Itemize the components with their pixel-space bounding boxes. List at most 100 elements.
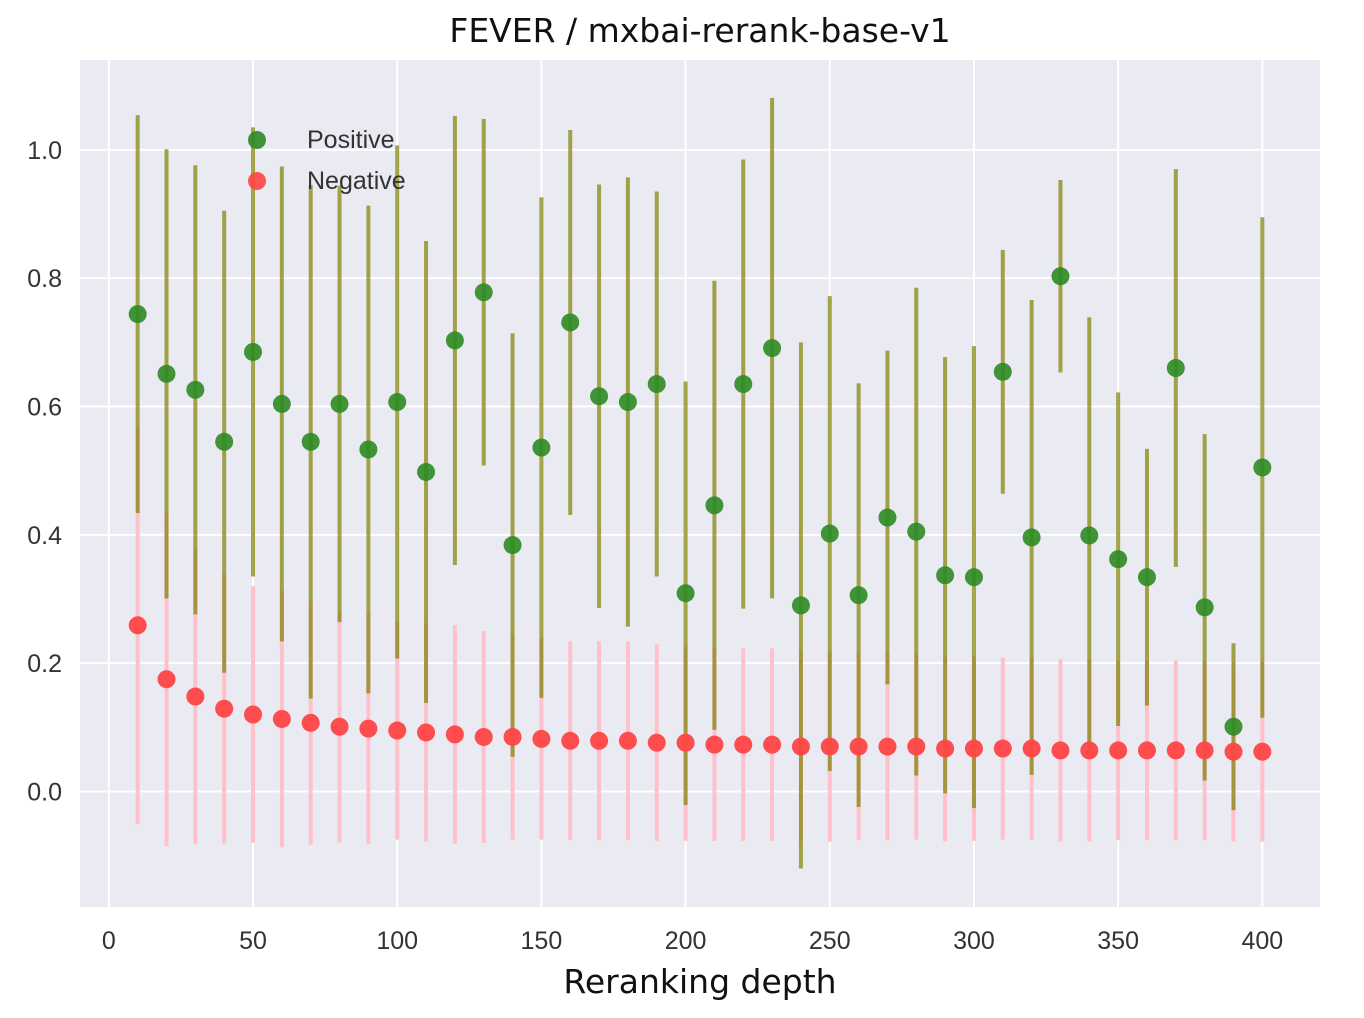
data-marks (128, 97, 1272, 869)
positive-point (1195, 598, 1214, 617)
positive-point (791, 596, 810, 615)
y-tick-labels: 0.0 0.2 0.4 0.6 0.8 1.0 (27, 137, 62, 807)
x-tick-label: 400 (1241, 927, 1283, 955)
negative-point (445, 725, 464, 744)
positive-point (215, 432, 234, 451)
negative-point (618, 731, 637, 750)
legend-marker-negative (248, 172, 266, 190)
positive-point (907, 522, 926, 541)
positive-point (128, 305, 147, 324)
negative-point (359, 719, 378, 738)
negative-point (215, 699, 234, 718)
x-tick-label: 250 (809, 927, 851, 955)
negative-point (1224, 742, 1243, 761)
negative-point (417, 723, 436, 742)
negative-point (1166, 741, 1185, 760)
y-tick-label: 0.4 (27, 522, 62, 550)
negative-point (272, 709, 291, 728)
negative-point (157, 670, 176, 689)
y-tick-label: 0.8 (27, 265, 62, 293)
positive-point (445, 331, 464, 350)
positive-point (618, 393, 637, 412)
positive-point (330, 394, 349, 413)
negative-point (128, 616, 147, 635)
positive-point (561, 313, 580, 332)
negative-point (705, 735, 724, 754)
positive-point (763, 339, 782, 358)
positive-point (1109, 550, 1128, 569)
negative-point (907, 737, 926, 756)
negative-point (763, 735, 782, 754)
positive-point (417, 462, 436, 481)
positive-point (157, 364, 176, 383)
positive-point (301, 432, 320, 451)
negative-point (791, 737, 810, 756)
negative-point (647, 733, 666, 752)
positive-point (1253, 458, 1272, 477)
negative-point (503, 727, 522, 746)
positive-point (734, 375, 753, 394)
negative-point (676, 733, 695, 752)
negative-point (878, 737, 897, 756)
x-axis-label: Reranking depth (563, 962, 836, 1001)
positive-point (590, 387, 609, 406)
positive-point (474, 283, 493, 302)
y-tick-label: 0.6 (27, 394, 62, 422)
x-tick-labels: 0 50 100 150 200 250 300 350 400 (102, 927, 1283, 955)
y-tick-label: 1.0 (27, 137, 62, 165)
negative-point (820, 737, 839, 756)
positive-point (676, 584, 695, 603)
positive-point (1051, 267, 1070, 286)
positive-point (272, 394, 291, 413)
positive-point (849, 586, 868, 605)
negative-point (734, 735, 753, 754)
x-tick-label: 0 (102, 927, 116, 955)
positive-point (964, 568, 983, 587)
positive-point (244, 342, 263, 361)
positive-point (359, 440, 378, 459)
positive-point (705, 496, 724, 515)
positive-point (1022, 528, 1041, 547)
x-tick-label: 100 (376, 927, 418, 955)
negative-point (1051, 741, 1070, 760)
positive-point (993, 362, 1012, 381)
negative-point (964, 739, 983, 758)
negative-point (532, 729, 551, 748)
negative-point (474, 727, 493, 746)
positive-point (1224, 717, 1243, 736)
negative-point (561, 731, 580, 750)
negative-point (849, 737, 868, 756)
positive-point (647, 375, 666, 394)
legend-label-negative: Negative (307, 167, 406, 195)
negative-point (244, 705, 263, 724)
plot-area (80, 60, 1320, 907)
positive-point (820, 524, 839, 543)
negative-point (590, 731, 609, 750)
positive-point (1080, 526, 1099, 545)
positive-point (1166, 359, 1185, 377)
x-tick-label: 300 (953, 927, 995, 955)
positive-point (1137, 568, 1156, 587)
legend-label-positive: Positive (307, 126, 395, 154)
positive-point (936, 566, 955, 585)
negative-point (388, 721, 407, 740)
negative-point (1137, 741, 1156, 760)
positive-point (186, 380, 205, 399)
x-tick-label: 150 (521, 927, 563, 955)
legend: Positive Negative (248, 126, 406, 195)
positive-point (388, 393, 407, 412)
negative-point (186, 687, 205, 706)
negative-point (936, 739, 955, 758)
negative-point (1080, 741, 1099, 760)
x-tick-label: 350 (1097, 927, 1139, 955)
x-tick-label: 200 (665, 927, 707, 955)
negative-point (1253, 742, 1272, 761)
negative-point (1109, 741, 1128, 760)
y-tick-label: 0.2 (27, 650, 62, 678)
x-tick-label: 50 (239, 927, 267, 955)
y-tick-label: 0.0 (27, 779, 62, 807)
positive-point (503, 536, 522, 555)
negative-point (301, 713, 320, 732)
negative-point (993, 739, 1012, 758)
